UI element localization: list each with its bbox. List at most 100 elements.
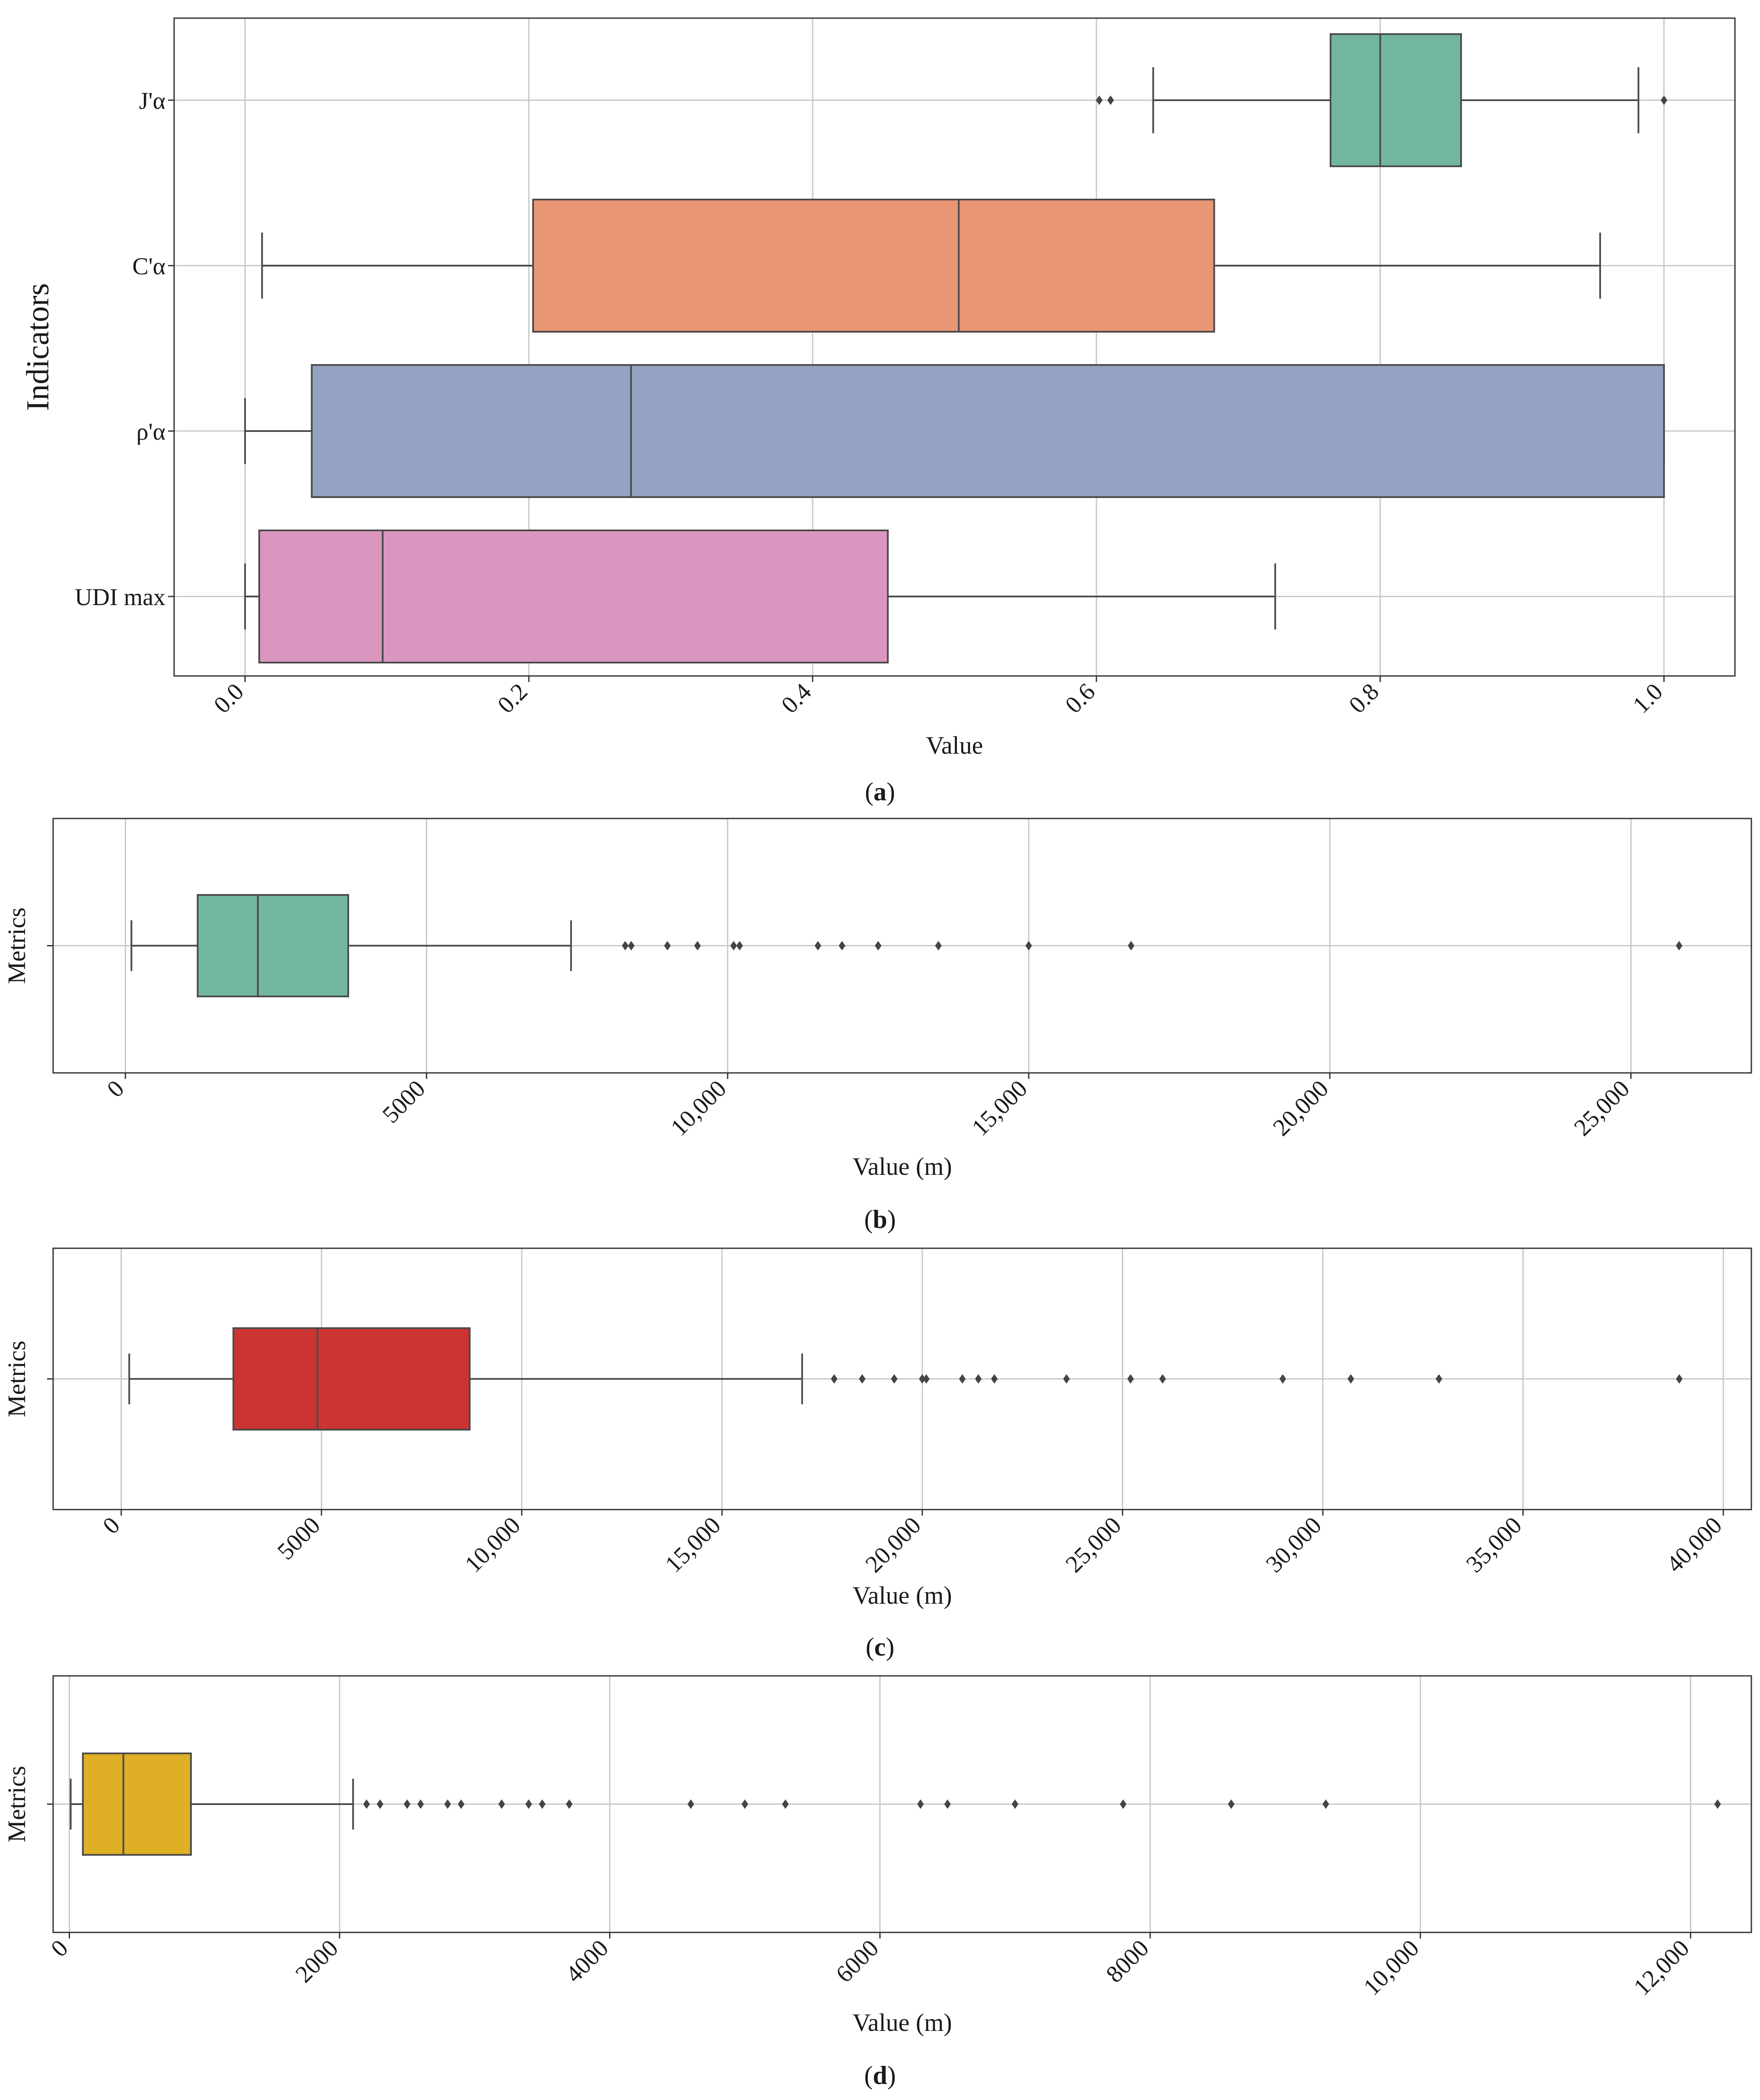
box-iqr — [532, 199, 1215, 333]
outlier-point — [664, 941, 671, 951]
outlier-point — [875, 941, 882, 951]
outlier-point — [1436, 1374, 1442, 1384]
x-tick-label: 10,000 — [460, 1512, 526, 1578]
x-axis-label: Value (m) — [852, 1581, 952, 1609]
outlier-point — [694, 941, 701, 951]
x-tick-label: 0.6 — [1060, 678, 1100, 718]
category-label: C'α — [132, 253, 165, 280]
outlier-point — [1107, 95, 1114, 105]
outlier-point — [741, 1799, 748, 1809]
outlier-point — [736, 941, 743, 951]
panel-label: (b) — [864, 1205, 896, 1234]
x-tick-label: 0.8 — [1344, 678, 1384, 718]
category-label: J'α — [139, 88, 165, 114]
outlier-point — [935, 941, 942, 951]
outlier-point — [782, 1799, 789, 1809]
box-iqr — [1329, 33, 1462, 167]
outlier-point — [1063, 1374, 1070, 1384]
x-tick-label: 0 — [46, 1935, 73, 1962]
outlier-point — [944, 1799, 951, 1809]
chart-panel-c: 0 5000 10,000 15,000 20,000 25,000 30,000 35,00… — [3, 1247, 1752, 1661]
outlier-point — [814, 941, 822, 951]
x-tick-label: 15,000 — [660, 1512, 726, 1578]
x-tick-label: 5000 — [377, 1075, 430, 1128]
x-tick-label: 20,000 — [1268, 1075, 1334, 1141]
box-iqr — [82, 1752, 192, 1856]
x-tick-label: 2000 — [290, 1935, 343, 1988]
x-tick-label: 30,000 — [1261, 1512, 1327, 1578]
outlier-point — [444, 1799, 451, 1809]
plot-frame — [52, 1247, 1752, 1510]
chart-panel-a: 0.0 0.2 0.4 0.6 0.8 1.0 J'α C'α ρ'α UDI max Value I… — [20, 17, 1736, 806]
outlier-point — [917, 1799, 924, 1809]
x-tick-label: 8000 — [1101, 1935, 1154, 1988]
plot-frame — [52, 818, 1752, 1074]
box-iqr — [232, 1327, 471, 1431]
y-axis-label: Metrics — [3, 1341, 31, 1417]
outlier-point — [1096, 95, 1103, 105]
panel-label: (c) — [866, 1633, 895, 1661]
x-tick-label: 20,000 — [860, 1512, 926, 1578]
x-tick-label: 0 — [102, 1075, 130, 1103]
category-label: ρ'α — [137, 419, 165, 445]
outlier-point — [1714, 1799, 1721, 1809]
x-tick-label: 35,000 — [1461, 1512, 1527, 1578]
x-tick-label: 15,000 — [967, 1075, 1033, 1141]
x-axis-label: Value — [926, 731, 983, 759]
outlier-point — [1322, 1799, 1329, 1809]
panel-label: (a) — [865, 777, 895, 806]
outlier-point — [1676, 1374, 1683, 1384]
outlier-point — [891, 1374, 898, 1384]
outlier-point — [687, 1799, 694, 1809]
outlier-point — [628, 941, 635, 951]
outlier-point — [1228, 1799, 1235, 1809]
box-iqr — [258, 530, 889, 663]
outlier-point — [1676, 941, 1683, 951]
outlier-point — [1159, 1374, 1166, 1384]
category-label: UDI max — [75, 584, 165, 611]
outlier-point — [1279, 1374, 1286, 1384]
outlier-point — [457, 1799, 465, 1809]
outlier-point — [622, 941, 629, 951]
x-tick-label: 0 — [98, 1512, 125, 1539]
x-tick-label: 0.4 — [776, 678, 816, 718]
outlier-point — [730, 941, 737, 951]
outlier-point — [1347, 1374, 1354, 1384]
outlier-point — [565, 1799, 573, 1809]
x-tick-label: 40,000 — [1662, 1512, 1728, 1578]
outlier-point — [1661, 95, 1668, 105]
outlier-point — [1011, 1799, 1019, 1809]
box-iqr — [197, 894, 349, 997]
x-tick-label: 25,000 — [1569, 1075, 1635, 1141]
x-tick-label: 6000 — [831, 1935, 884, 1988]
outlier-point — [831, 1374, 838, 1384]
x-tick-label: 12,000 — [1629, 1935, 1695, 2001]
x-tick-label: 0.2 — [492, 678, 533, 718]
outlier-point — [417, 1799, 424, 1809]
outlier-point — [1120, 1799, 1127, 1809]
plot-frame — [173, 17, 1736, 677]
outlier-point — [1128, 941, 1134, 951]
outlier-point — [839, 941, 845, 951]
panel-label: (d) — [864, 2061, 896, 2090]
y-axis-label: Indicators — [20, 283, 56, 411]
x-axis-label: Value (m) — [852, 2008, 952, 2037]
outlier-point — [403, 1799, 411, 1809]
x-tick-label: 10,000 — [1358, 1935, 1424, 2001]
x-axis-label: Value (m) — [852, 1152, 952, 1180]
outlier-point — [859, 1374, 866, 1384]
x-tick-label: 1.0 — [1628, 678, 1668, 718]
outlier-point — [498, 1799, 505, 1809]
y-axis-label: Metrics — [3, 907, 31, 984]
x-tick-label: 10,000 — [666, 1075, 732, 1141]
outlier-point — [525, 1799, 532, 1809]
plot-frame — [52, 1675, 1752, 1933]
x-tick-label: 4000 — [561, 1935, 614, 1988]
outlier-point — [363, 1799, 370, 1809]
y-axis-label: Metrics — [3, 1766, 31, 1842]
outlier-point — [975, 1374, 982, 1384]
outlier-point — [919, 1374, 926, 1384]
chart-panel-b: 0 5000 10,000 15,000 20,000 25,000 Value (m) Me… — [3, 818, 1752, 1234]
x-tick-label: 0.0 — [209, 678, 249, 718]
